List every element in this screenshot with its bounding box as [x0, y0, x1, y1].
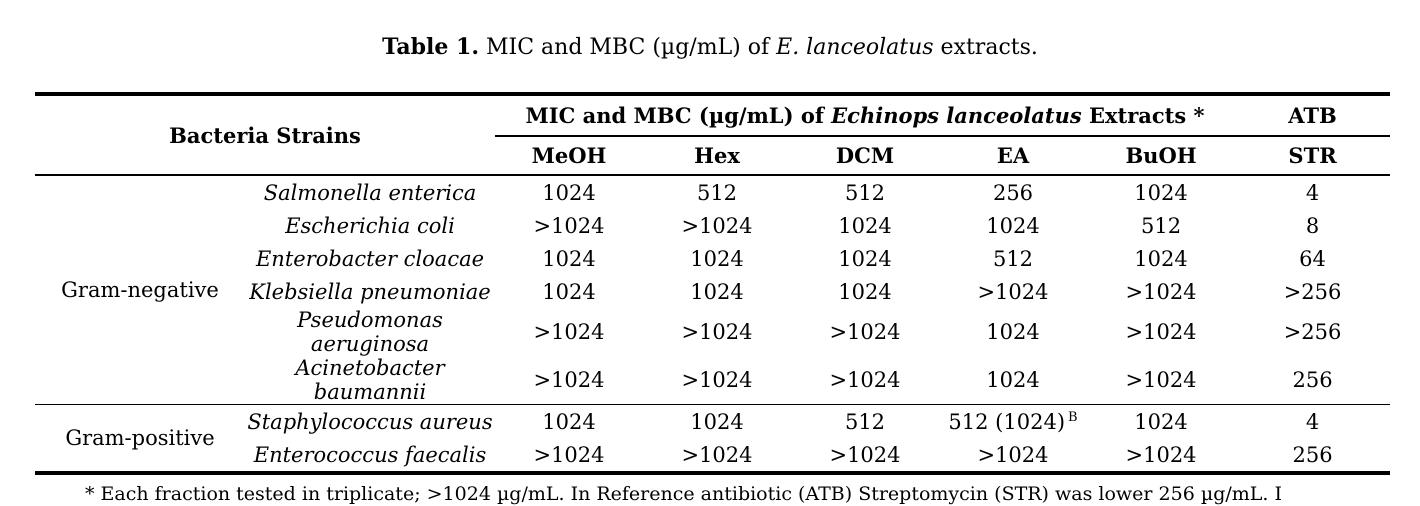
value-cell: 512 [992, 246, 1034, 271]
value-cell: 8 [1305, 213, 1320, 238]
value-cell: 1024 [838, 279, 892, 304]
value-cell: >1024 [829, 320, 901, 344]
caption-species-italic: E. lanceolatus [776, 35, 934, 60]
table-body: Gram-negative Salmonella enterica 1024 512 5… [35, 175, 1391, 473]
value-cell: 1024 [495, 404, 643, 438]
value-cell: >1024 [681, 320, 753, 344]
table-row: Enterococcus faecalis >1024 >1024 >1024 >102… [35, 438, 1390, 473]
value-cell: 1024 [986, 213, 1040, 238]
value-cell: 1024 [1134, 180, 1188, 205]
column-header-ea: EA [939, 136, 1087, 176]
column-header-dcm: DCM [791, 136, 939, 176]
value-cell: >1024 [829, 442, 901, 467]
column-header-meoh: MeOH [495, 136, 643, 176]
table-row: Klebsiella pneumoniae 1024 1024 1024 >1024 >1… [35, 275, 1390, 308]
group-label-gram-negative: Gram-negative [61, 278, 219, 302]
column-header-str: STR [1235, 136, 1391, 176]
column-header-hex: Hex [643, 136, 791, 176]
value-cell: 4 [1235, 404, 1391, 438]
value-cell: >256 [1283, 320, 1342, 344]
table-footnote: * Each fraction tested in triplicate; >1… [85, 483, 1282, 505]
value-cell: >1024 [533, 368, 605, 392]
value-cell: >1024 [977, 279, 1049, 304]
column-group-header-atb: ATB [1235, 94, 1391, 137]
value-cell: 1024 [542, 279, 596, 304]
species-name: Pseudomonas aeruginosa [297, 308, 443, 356]
extracts-header-suffix: Extracts * [1081, 103, 1205, 128]
column-group-header-extracts: MIC and MBC (µg/mL) of Echinops lanceola… [495, 94, 1236, 137]
species-name: Escherichia coli [285, 213, 455, 238]
species-name: Acinetobacter baumannii [295, 356, 445, 404]
value-cell: >1024 [1125, 368, 1197, 392]
value-cell: >1024 [681, 213, 753, 238]
value-cell: 1024 [690, 246, 744, 271]
group-label-gram-positive: Gram-positive [35, 404, 245, 473]
value-cell: 256 [1292, 442, 1333, 467]
value-cell: 512 [791, 404, 939, 438]
table-row: Gram-negative Salmonella enterica 1024 512 5… [35, 175, 1390, 303]
table-row: Pseudomonas aeruginosa >1024 >1024 >1024 102… [35, 308, 1390, 356]
value-cell: 1024 [1087, 404, 1236, 438]
value-cell: 1024 [1134, 246, 1188, 271]
value-cell: 64 [1299, 246, 1326, 271]
value-cell: >1024 [1125, 442, 1197, 467]
value-cell: >1024 [533, 320, 605, 344]
value-cell: >1024 [1125, 279, 1197, 304]
extracts-header-prefix: MIC and MBC (µg/mL) of [525, 103, 832, 128]
value-cell: 512 [1140, 213, 1182, 238]
value-cell: 512 [844, 180, 886, 205]
superscript-note: B [1068, 409, 1078, 425]
value-cell: 1024 [838, 213, 892, 238]
value-cell: >1024 [977, 442, 1049, 467]
value-cell: 1024 [838, 246, 892, 271]
column-header-buoh: BuOH [1087, 136, 1236, 176]
value-cell: 1024 [643, 404, 791, 438]
value-cell: >1024 [533, 442, 605, 467]
caption-table-number: Table 1. [382, 34, 479, 60]
value-cell: 1024 [542, 180, 596, 205]
value-cell: 512 [696, 180, 738, 205]
caption-text-post: extracts. [933, 35, 1038, 60]
value-cell: >1024 [681, 442, 753, 467]
value-cell: 1024 [542, 246, 596, 271]
value-cell: 1024 [986, 368, 1040, 392]
species-name: Staphylococcus aureus [245, 404, 495, 438]
species-name: Enterococcus faecalis [253, 442, 487, 467]
table-caption: Table 1. MIC and MBC (µg/mL) of E. lance… [0, 32, 1420, 63]
table-row: Acinetobacter baumannii >1024 >1024 >1024 10… [35, 356, 1390, 405]
value-cell: 1024 [690, 279, 744, 304]
species-name: Klebsiella pneumoniae [249, 279, 491, 304]
value-cell: >1024 [681, 368, 753, 392]
value-cell: >1024 [533, 213, 605, 238]
caption-text-pre: MIC and MBC (µg/mL) of [479, 35, 777, 60]
table-row: Gram-positive Staphylococcus aureus 1024 10… [35, 404, 1391, 473]
table-header: Bacteria Strains MIC and MBC (µg/mL) of … [35, 94, 1391, 176]
value-cell: 1024 [986, 320, 1040, 344]
value-cell: 4 [1305, 180, 1320, 205]
column-header-bacteria-strains: Bacteria Strains [35, 94, 495, 176]
extracts-header-species-italic: Echinops lanceolatus [831, 103, 1082, 128]
value-cell: 256 [1292, 368, 1333, 392]
table-row: Enterobacter cloacae 1024 1024 1024 512 1024 6… [35, 242, 1390, 275]
value-cell: >256 [1283, 279, 1342, 304]
table-row: Escherichia coli >1024 >1024 1024 1024 512 8 [35, 209, 1390, 242]
value-cell: 512 (1024) B [939, 404, 1087, 438]
species-name: Enterobacter cloacae [255, 246, 485, 271]
value-cell: >1024 [829, 368, 901, 392]
species-name: Salmonella enterica [263, 180, 477, 205]
value-cell: >1024 [1125, 320, 1197, 344]
value-cell: 256 [992, 180, 1034, 205]
mic-mbc-table: Bacteria Strains MIC and MBC (µg/mL) of … [35, 92, 1391, 475]
